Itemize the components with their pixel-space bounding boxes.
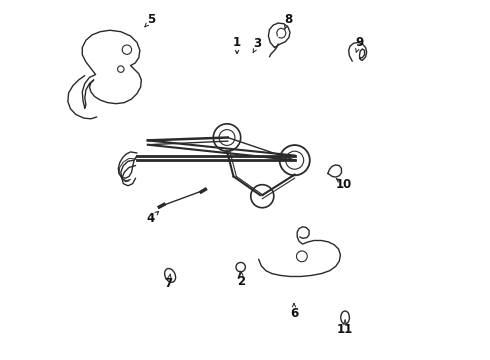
Text: 5: 5 <box>147 13 155 26</box>
Text: 4: 4 <box>147 212 155 225</box>
Text: 2: 2 <box>237 275 245 288</box>
Text: 8: 8 <box>284 13 293 26</box>
Text: 7: 7 <box>164 277 172 290</box>
Text: 9: 9 <box>355 36 364 49</box>
Text: 3: 3 <box>253 37 262 50</box>
Text: 1: 1 <box>233 36 241 49</box>
Text: 10: 10 <box>336 178 352 191</box>
Text: 6: 6 <box>290 307 298 320</box>
Text: 11: 11 <box>337 323 353 336</box>
